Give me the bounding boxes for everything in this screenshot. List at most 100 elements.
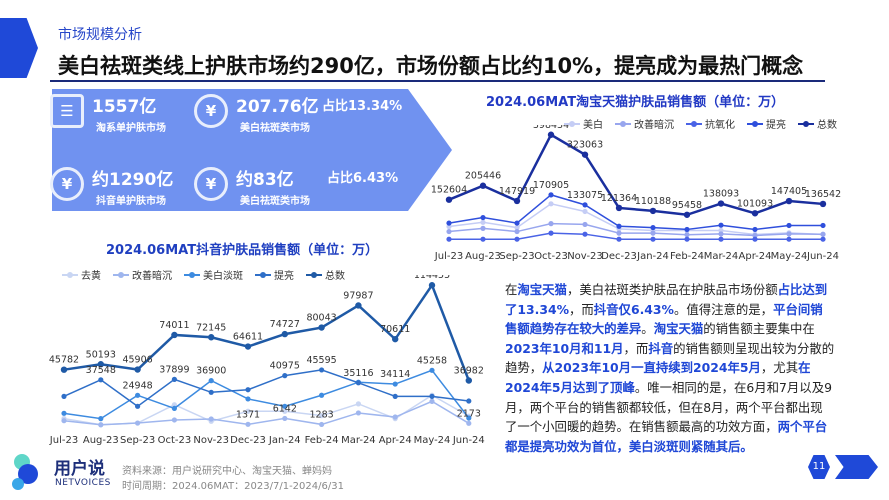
data-point (392, 393, 398, 399)
series-line (449, 232, 823, 240)
legend-swatch-icon (564, 120, 580, 127)
legend-item[interactable]: 美白 (564, 116, 603, 131)
data-label: 36900 (196, 366, 226, 377)
data-label: 6142 (273, 403, 297, 414)
data-point (718, 222, 724, 228)
body-text: 。 (641, 321, 654, 337)
data-label: 37899 (159, 364, 189, 375)
series-line (63, 282, 470, 381)
x-tick-label: Mar-24 (704, 251, 739, 262)
data-point (171, 376, 177, 382)
douyin-chart-legend: 去黄 改善暗沉 美白淡斑 提亮 总数 (62, 267, 345, 282)
data-point (717, 200, 725, 207)
data-point (446, 228, 452, 235)
data-label: 1371 (236, 409, 260, 420)
data-point (282, 408, 288, 414)
data-label: 121364 (601, 193, 637, 204)
highlight-text: 抖音仅6.43% (593, 301, 674, 317)
body-text: 在 (505, 282, 518, 297)
x-tick-label: Dec-23 (601, 251, 637, 262)
legend-item[interactable]: 改善暗沉 (113, 267, 172, 282)
data-point (581, 151, 589, 158)
data-source: 资料来源：用户说研究中心、淘宝天猫、蝉妈妈 (122, 466, 332, 477)
data-label: 101093 (737, 198, 773, 209)
data-label: 40975 (270, 361, 300, 372)
data-point (171, 417, 177, 423)
data-point (319, 413, 325, 419)
legend-item[interactable]: 提亮 (255, 267, 294, 282)
data-point (820, 222, 826, 229)
data-point (61, 393, 67, 399)
stat-taobao-market: ☰ 1557亿 淘系单护肤市场 (50, 92, 166, 134)
data-point (60, 366, 68, 373)
series-line (448, 203, 824, 236)
data-point (135, 403, 141, 409)
data-label: 110188 (635, 196, 671, 207)
series-line (448, 194, 823, 231)
data-point (392, 335, 399, 343)
brand-name-en: NETVOICES (55, 478, 111, 488)
section-label: 市场规模分析 (58, 27, 142, 43)
x-tick-label: Aug-23 (83, 435, 119, 446)
data-point (650, 230, 656, 236)
highlight-text: 两个平台都是提亮功效为首位，美白淡斑则紧随其后。 (505, 419, 828, 454)
data-point (718, 236, 724, 242)
data-point (429, 398, 435, 404)
data-point (786, 222, 792, 229)
data-point (245, 408, 251, 414)
stats-banner (52, 89, 452, 211)
data-point (429, 393, 435, 399)
data-label: 45595 (306, 355, 336, 366)
data-point (615, 204, 623, 212)
stat-taobao-whitening: ¥ 207.76亿 美白祛斑类市场 (194, 92, 319, 134)
data-point (134, 366, 141, 373)
data-label: 136542 (805, 189, 841, 200)
data-point (208, 378, 214, 384)
legend-label: 提亮 (274, 271, 294, 282)
data-point (513, 197, 521, 205)
data-point (684, 232, 690, 238)
body-text: ，美白祛斑类护肤品在护肤品市场份额 (566, 282, 778, 297)
data-label: 74011 (159, 320, 189, 331)
legend-swatch-icon (747, 120, 763, 127)
legend-item[interactable]: 总数 (306, 267, 345, 282)
body-text: 的销售额则呈现出较为分散的趋势， (505, 340, 835, 376)
data-point (171, 331, 178, 339)
legend-item[interactable]: 去黄 (62, 267, 101, 282)
legend-item[interactable]: 美白淡斑 (184, 267, 243, 282)
data-point (786, 231, 792, 237)
legend-item[interactable]: 抗氧化 (686, 116, 735, 131)
data-point (61, 418, 67, 424)
data-label: 1283 (310, 409, 334, 420)
data-point (547, 131, 555, 138)
legend-item[interactable]: 总数 (798, 116, 837, 131)
next-page-chevron-icon[interactable] (835, 455, 878, 479)
data-point (752, 232, 758, 239)
highlight-text: 平台间销售额趋势存在较大的差异 (505, 301, 823, 337)
data-point (616, 236, 622, 242)
legend-item[interactable]: 提亮 (747, 116, 786, 131)
legend-label: 美白淡斑 (203, 271, 243, 282)
legend-item[interactable]: 改善暗沉 (615, 116, 674, 131)
highlight-text: 2023年10月和11月 (505, 340, 624, 356)
legend-label: 提亮 (766, 120, 786, 131)
data-point (465, 377, 472, 384)
x-tick-label: Dec-23 (230, 435, 266, 446)
data-point (820, 231, 826, 237)
share-douyin: 占比6.43% (327, 171, 399, 186)
stat-label: 淘系单护肤市场 (96, 123, 166, 134)
data-label: 36982 (454, 366, 484, 377)
data-label: 97987 (343, 290, 373, 301)
data-point (480, 219, 486, 225)
data-label: 45258 (417, 355, 447, 366)
data-point (282, 415, 288, 422)
x-tick-label: Jan-24 (636, 251, 669, 262)
data-point (514, 228, 520, 235)
data-label: 64611 (233, 332, 263, 343)
body-text: ，尤其 (760, 360, 799, 376)
data-label: 50193 (86, 349, 116, 360)
data-point (684, 226, 690, 233)
data-point (355, 302, 362, 309)
data-label: 70611 (380, 324, 410, 335)
data-label: 205446 (465, 171, 501, 182)
